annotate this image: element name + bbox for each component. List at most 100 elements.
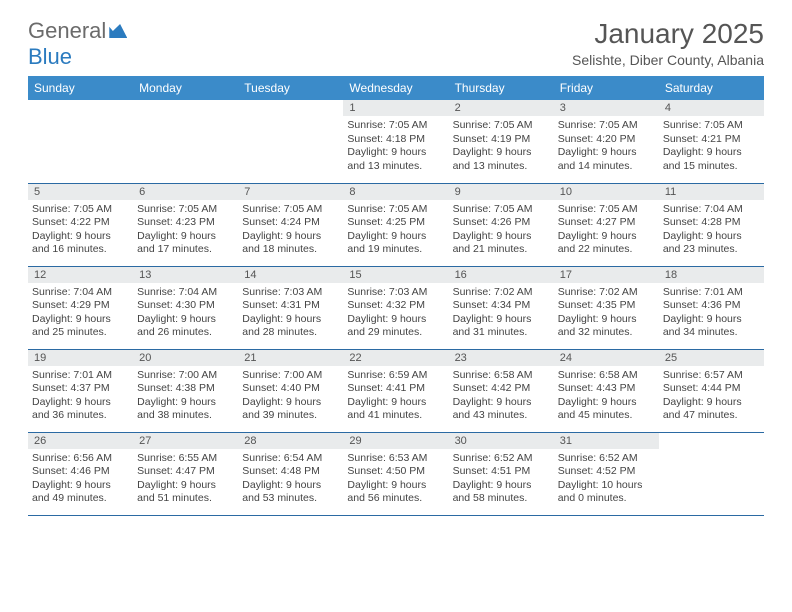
calendar-table: SundayMondayTuesdayWednesdayThursdayFrid… [28,76,764,516]
day-info-line: Sunrise: 7:03 AM [347,286,444,300]
day-info-line: Sunset: 4:18 PM [347,133,444,147]
day-info-line: Sunrise: 7:00 AM [242,369,339,383]
day-info-line: Sunrise: 7:05 AM [558,119,655,133]
day-info-line: Sunrise: 7:00 AM [137,369,234,383]
day-info-line: Sunrise: 6:56 AM [32,452,129,466]
calendar-day-cell: 9Sunrise: 7:05 AMSunset: 4:26 PMDaylight… [449,183,554,266]
calendar-day-cell: 3Sunrise: 7:05 AMSunset: 4:20 PMDaylight… [554,100,659,183]
day-number: 6 [133,184,238,200]
day-info-line: Sunset: 4:52 PM [558,465,655,479]
calendar-day-cell: 19Sunrise: 7:01 AMSunset: 4:37 PMDayligh… [28,349,133,432]
day-info-line: Sunrise: 7:04 AM [137,286,234,300]
day-info-line: Sunset: 4:28 PM [663,216,760,230]
calendar-day-cell: 24Sunrise: 6:58 AMSunset: 4:43 PMDayligh… [554,349,659,432]
day-info-line: Sunset: 4:25 PM [347,216,444,230]
calendar-day-cell [28,100,133,183]
calendar-day-cell: 31Sunrise: 6:52 AMSunset: 4:52 PMDayligh… [554,432,659,515]
day-info-line: and 19 minutes. [347,243,444,257]
day-info-line: Sunrise: 7:05 AM [137,203,234,217]
day-info-line: Sunset: 4:19 PM [453,133,550,147]
day-info-line: and 18 minutes. [242,243,339,257]
day-info-line: Daylight: 9 hours [242,479,339,493]
day-number: 15 [343,267,448,283]
day-info-line: Daylight: 9 hours [137,479,234,493]
day-number: 18 [659,267,764,283]
day-info-line: Daylight: 9 hours [558,146,655,160]
day-number: 24 [554,350,659,366]
calendar-day-cell: 8Sunrise: 7:05 AMSunset: 4:25 PMDaylight… [343,183,448,266]
weekday-header: Friday [554,76,659,100]
day-info-line: Daylight: 9 hours [32,313,129,327]
day-info-line: Sunrise: 7:05 AM [453,119,550,133]
day-info-line: and 15 minutes. [663,160,760,174]
calendar-day-cell: 27Sunrise: 6:55 AMSunset: 4:47 PMDayligh… [133,432,238,515]
day-body: Sunrise: 7:02 AMSunset: 4:34 PMDaylight:… [449,283,554,344]
day-info-line: Sunset: 4:38 PM [137,382,234,396]
day-info-line: Sunrise: 7:05 AM [347,119,444,133]
day-info-line: and 34 minutes. [663,326,760,340]
day-body: Sunrise: 7:02 AMSunset: 4:35 PMDaylight:… [554,283,659,344]
day-info-line: and 0 minutes. [558,492,655,506]
day-info-line: Daylight: 9 hours [558,396,655,410]
weekday-header: Thursday [449,76,554,100]
day-body: Sunrise: 6:53 AMSunset: 4:50 PMDaylight:… [343,449,448,510]
day-number: 17 [554,267,659,283]
day-info-line: and 21 minutes. [453,243,550,257]
day-body: Sunrise: 7:01 AMSunset: 4:37 PMDaylight:… [28,366,133,427]
calendar-day-cell: 17Sunrise: 7:02 AMSunset: 4:35 PMDayligh… [554,266,659,349]
day-info-line: and 13 minutes. [453,160,550,174]
day-body: Sunrise: 7:04 AMSunset: 4:29 PMDaylight:… [28,283,133,344]
day-info-line: Sunrise: 7:05 AM [347,203,444,217]
day-info-line: and 32 minutes. [558,326,655,340]
day-body: Sunrise: 6:52 AMSunset: 4:51 PMDaylight:… [449,449,554,510]
day-info-line: and 41 minutes. [347,409,444,423]
day-info-line: Sunset: 4:31 PM [242,299,339,313]
day-info-line: Sunset: 4:30 PM [137,299,234,313]
day-info-line: Sunrise: 6:54 AM [242,452,339,466]
day-number: 9 [449,184,554,200]
day-body: Sunrise: 6:58 AMSunset: 4:43 PMDaylight:… [554,366,659,427]
day-info-line: Sunset: 4:36 PM [663,299,760,313]
calendar-day-cell: 21Sunrise: 7:00 AMSunset: 4:40 PMDayligh… [238,349,343,432]
title-block: January 2025 Selishte, Diber County, Alb… [572,18,764,68]
day-info-line: Sunrise: 7:05 AM [32,203,129,217]
day-info-line: Sunrise: 7:01 AM [32,369,129,383]
calendar-day-cell: 23Sunrise: 6:58 AMSunset: 4:42 PMDayligh… [449,349,554,432]
calendar-week-row: 1Sunrise: 7:05 AMSunset: 4:18 PMDaylight… [28,100,764,183]
day-body: Sunrise: 6:55 AMSunset: 4:47 PMDaylight:… [133,449,238,510]
day-info-line: Daylight: 9 hours [663,146,760,160]
calendar-day-cell: 28Sunrise: 6:54 AMSunset: 4:48 PMDayligh… [238,432,343,515]
day-number: 14 [238,267,343,283]
calendar-day-cell: 2Sunrise: 7:05 AMSunset: 4:19 PMDaylight… [449,100,554,183]
brand-logo: General Blue [28,18,127,70]
day-body: Sunrise: 7:05 AMSunset: 4:22 PMDaylight:… [28,200,133,261]
day-info-line: Sunrise: 6:52 AM [558,452,655,466]
calendar-day-cell: 29Sunrise: 6:53 AMSunset: 4:50 PMDayligh… [343,432,448,515]
calendar-day-cell: 1Sunrise: 7:05 AMSunset: 4:18 PMDaylight… [343,100,448,183]
day-info-line: and 28 minutes. [242,326,339,340]
day-body: Sunrise: 7:01 AMSunset: 4:36 PMDaylight:… [659,283,764,344]
calendar-body: 1Sunrise: 7:05 AMSunset: 4:18 PMDaylight… [28,100,764,515]
weekday-header: Wednesday [343,76,448,100]
day-number: 28 [238,433,343,449]
weekday-header: Sunday [28,76,133,100]
day-number: 26 [28,433,133,449]
day-info-line: Sunrise: 6:59 AM [347,369,444,383]
day-number: 21 [238,350,343,366]
day-info-line: Sunset: 4:37 PM [32,382,129,396]
day-info-line: Sunset: 4:34 PM [453,299,550,313]
day-info-line: Daylight: 9 hours [32,396,129,410]
day-number: 7 [238,184,343,200]
day-info-line: Sunrise: 6:52 AM [453,452,550,466]
calendar-week-row: 12Sunrise: 7:04 AMSunset: 4:29 PMDayligh… [28,266,764,349]
page-header: General Blue January 2025 Selishte, Dibe… [28,18,764,70]
day-info-line: Daylight: 9 hours [347,313,444,327]
day-info-line: Daylight: 9 hours [137,313,234,327]
day-info-line: Daylight: 10 hours [558,479,655,493]
day-body: Sunrise: 7:04 AMSunset: 4:28 PMDaylight:… [659,200,764,261]
day-info-line: Sunset: 4:26 PM [453,216,550,230]
day-number: 5 [28,184,133,200]
day-body: Sunrise: 7:05 AMSunset: 4:19 PMDaylight:… [449,116,554,177]
day-info-line: and 53 minutes. [242,492,339,506]
weekday-header: Monday [133,76,238,100]
